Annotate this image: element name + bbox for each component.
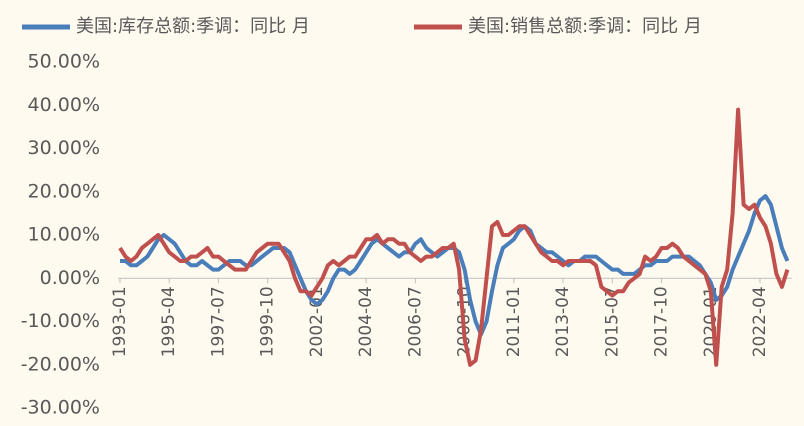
x-tick-label: 1995-04 [159, 286, 179, 357]
legend-label: 美国:库存总额:季调：同比 月 [76, 16, 310, 37]
legend-label: 美国:销售总额:季调：同比 月 [468, 16, 702, 37]
x-tick-label: 2011-01 [504, 286, 524, 357]
y-tick-label: -10.00% [21, 310, 100, 332]
series-line [118, 107, 790, 367]
x-tick-label: 2002-01 [307, 286, 327, 357]
x-tick-label: 1999-10 [258, 286, 278, 357]
y-tick-label: 30.00% [28, 137, 100, 159]
y-tick-label: 20.00% [28, 180, 100, 202]
y-tick-label: 10.00% [28, 224, 100, 246]
y-tick-label: 40.00% [28, 94, 100, 116]
y-tick-label: -20.00% [21, 353, 100, 375]
x-tick-label: 2006-07 [405, 286, 425, 357]
x-tick-label: 2013-04 [553, 286, 573, 357]
x-tick-label: 1993-01 [110, 286, 130, 357]
x-tick-label: 2022-04 [750, 286, 770, 357]
y-tick-label: 0.00% [40, 267, 100, 289]
x-tick-label: 2017-10 [652, 286, 672, 357]
x-tick-label: 2015-07 [602, 286, 622, 357]
y-tick-label: -30.00% [21, 397, 100, 419]
x-tick-label: 1997-07 [208, 286, 228, 357]
y-tick-label: 50.00% [28, 51, 100, 73]
x-tick-label: 2004-04 [356, 286, 376, 357]
